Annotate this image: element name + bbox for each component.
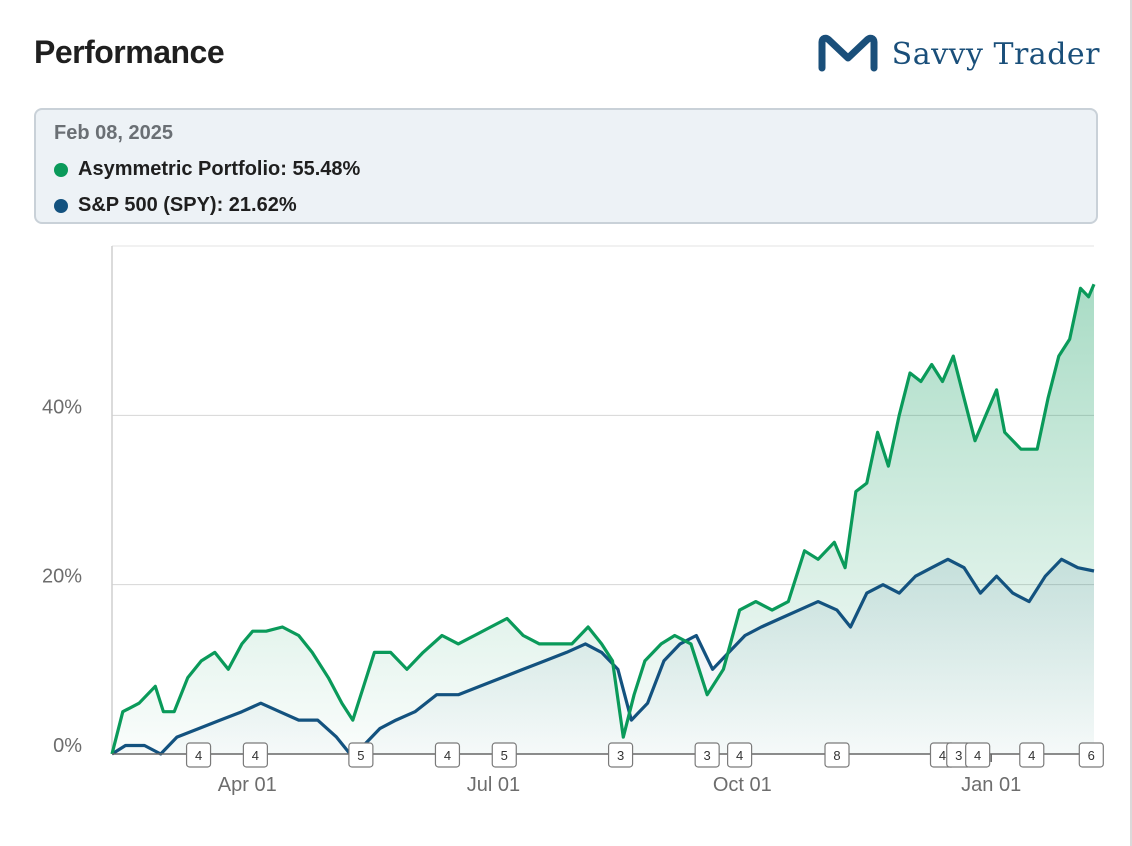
trade-marker-label: 5 bbox=[501, 748, 508, 763]
tooltip-date: Feb 08, 2025 bbox=[54, 122, 173, 144]
chart-tooltip: Feb 08, 2025 Asymmetric Portfolio: 55.48… bbox=[34, 108, 1098, 224]
trade-marker[interactable]: 4 bbox=[185, 742, 212, 768]
spy-dot-icon bbox=[54, 198, 68, 213]
x-tick-label: Oct 01 bbox=[713, 774, 772, 796]
trade-marker-label: 4 bbox=[195, 748, 202, 763]
trade-marker[interactable]: 6 bbox=[1078, 742, 1104, 768]
trade-marker-label: 4 bbox=[444, 748, 451, 763]
trade-marker-label: 4 bbox=[939, 748, 946, 763]
trade-marker[interactable]: 8 bbox=[824, 742, 850, 768]
spy-line[interactable] bbox=[111, 557, 1095, 756]
trade-marker[interactable]: 4 bbox=[965, 742, 991, 768]
trade-marker-label: 3 bbox=[955, 748, 962, 763]
trade-marker-label: 5 bbox=[357, 748, 364, 763]
page-title: Performance bbox=[34, 34, 225, 70]
y-tick-label: 0% bbox=[53, 735, 82, 757]
savvy-trader-logo-icon bbox=[818, 34, 878, 72]
tooltip-portfolio-value: Asymmetric Portfolio: 55.48% bbox=[78, 158, 361, 180]
trade-marker-label: 4 bbox=[252, 748, 259, 763]
tooltip-row-portfolio: Asymmetric Portfolio: 55.48% bbox=[54, 158, 360, 181]
tooltip-spy-value: S&P 500 (SPY): 21.62% bbox=[78, 194, 297, 216]
trade-marker-label: 4 bbox=[1028, 748, 1035, 763]
brand-name: Savvy Trader bbox=[891, 36, 1100, 72]
trade-marker[interactable]: 4 bbox=[727, 742, 753, 768]
tooltip-row-spy: S&P 500 (SPY): 21.62% bbox=[54, 194, 297, 217]
trade-marker-label: 3 bbox=[617, 748, 624, 763]
trade-marker[interactable]: 5 bbox=[491, 742, 517, 768]
trade-marker[interactable]: 4 bbox=[242, 742, 268, 768]
y-tick-label: 40% bbox=[42, 396, 82, 418]
trade-marker[interactable]: 4 bbox=[1019, 742, 1045, 768]
brand-logo[interactable]: Savvy Trader bbox=[816, 30, 1100, 78]
x-tick-label: Jul 01 bbox=[467, 774, 520, 796]
x-tick-label: Jan 01 bbox=[961, 774, 1021, 796]
spy-area bbox=[112, 559, 1094, 754]
trade-marker-label: 8 bbox=[833, 748, 840, 763]
trade-marker-label: 4 bbox=[974, 748, 981, 763]
y-tick-label: 20% bbox=[42, 566, 82, 588]
trade-marker-label: 6 bbox=[1088, 748, 1095, 763]
trade-marker-label: 4 bbox=[736, 748, 743, 763]
x-tick-label: Apr 01 bbox=[218, 774, 277, 796]
trade-marker[interactable]: 3 bbox=[607, 742, 634, 768]
trade-marker-label: 3 bbox=[704, 748, 711, 763]
trade-marker[interactable]: 3 bbox=[694, 742, 720, 768]
portfolio-line[interactable] bbox=[110, 283, 1096, 755]
portfolio-dot-icon bbox=[54, 162, 68, 177]
trade-marker[interactable]: 5 bbox=[348, 742, 374, 768]
panel-edge bbox=[1130, 0, 1132, 846]
trade-marker[interactable]: 4 bbox=[434, 742, 461, 768]
